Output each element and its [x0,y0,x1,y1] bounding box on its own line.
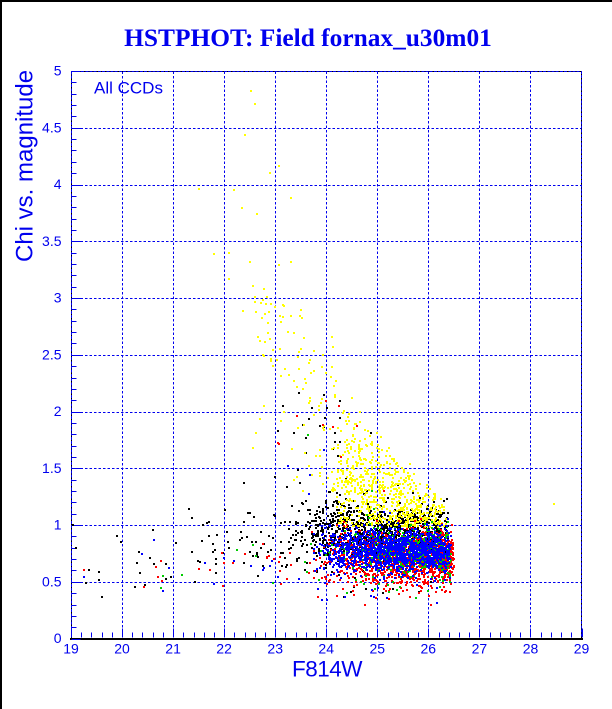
svg-text:22: 22 [216,641,232,657]
svg-text:2.5: 2.5 [42,346,62,362]
svg-text:25: 25 [370,641,386,657]
svg-text:24: 24 [318,641,334,657]
svg-text:29: 29 [574,641,590,657]
svg-text:21: 21 [165,641,181,657]
svg-text:4: 4 [54,176,62,192]
svg-text:20: 20 [114,641,130,657]
svg-text:27: 27 [472,641,488,657]
svg-text:0.5: 0.5 [42,573,62,589]
svg-text:Chi vs. magnitude: Chi vs. magnitude [12,70,39,262]
svg-text:23: 23 [267,641,283,657]
svg-text:HSTPHOT: Field fornax_u30m01: HSTPHOT: Field fornax_u30m01 [124,24,492,52]
svg-text:4.5: 4.5 [42,119,62,135]
svg-text:28: 28 [523,641,539,657]
svg-text:1: 1 [54,517,62,533]
svg-text:19: 19 [63,641,79,657]
svg-text:3: 3 [54,290,62,306]
svg-text:3.5: 3.5 [42,233,62,249]
svg-text:All CCDs: All CCDs [94,79,163,98]
svg-text:26: 26 [421,641,437,657]
svg-text:5: 5 [54,63,62,79]
svg-text:2: 2 [54,403,62,419]
svg-text:0: 0 [54,630,62,646]
svg-text:1.5: 1.5 [42,460,62,476]
svg-text:F814W: F814W [292,657,363,682]
